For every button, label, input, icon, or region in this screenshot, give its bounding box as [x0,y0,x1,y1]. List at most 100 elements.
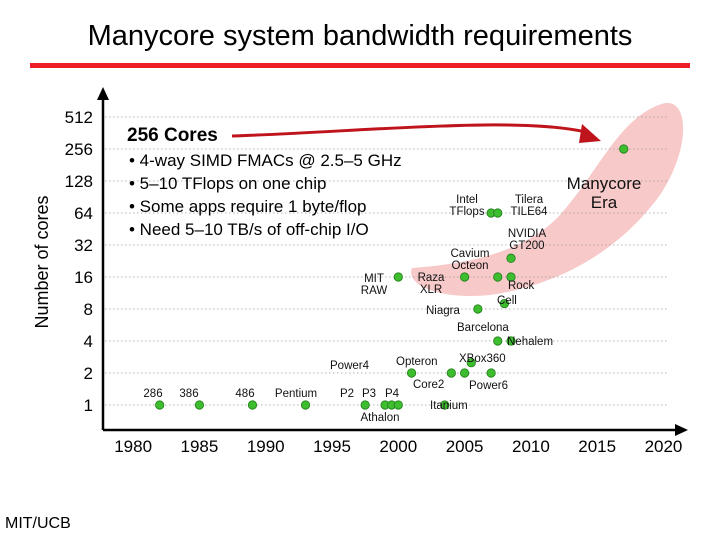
label-line-cavium-octeon-1: Octeon [451,260,488,272]
label-line-itanium-0: Itanium [430,400,468,412]
label-line-nvidia-gt200-1: GT200 [509,240,544,252]
x-tick-2020: 2020 [645,437,683,456]
label-nvidia-gt200: NVIDIA GT200 [508,228,547,252]
x-tick-2000: 2000 [379,437,417,456]
label-power6: Power6 [469,380,508,392]
point-286 [155,400,165,410]
y-tick-32: 32 [74,236,93,255]
y-tick-128: 128 [65,172,93,191]
point-cell [499,298,509,309]
label-line-barcelona-0: Barcelona [457,322,509,334]
annotation-arrow [231,123,591,138]
y-axis-arrow-icon [97,87,109,100]
label-line-intel-tflops-1: TFlops [449,206,484,218]
point-power6 [486,368,496,378]
x-tick-1995: 1995 [313,437,351,456]
y-tick-64: 64 [74,204,93,223]
label-tilera-tile64: Tilera TILE64 [510,194,548,218]
label-line-pentium-0: Pentium [275,388,317,400]
label-barcelona: Barcelona [457,322,509,334]
point-mit-raw [393,272,403,282]
label-line-xbox360-0: XBox360 [459,353,506,365]
y-axis-title: Number of cores [32,195,52,328]
annotation-arrowhead-icon [579,124,601,143]
label-line-opteron-0: Opteron [396,356,438,368]
point-xbox360 [466,358,476,368]
label-cell: Cell [497,295,517,307]
point-386 [194,400,205,410]
point-barcelona [493,336,503,346]
y-tick-256: 256 [65,140,93,159]
label-486: 486 [235,388,254,400]
x-tick-2010: 2010 [512,437,550,456]
label-p2: P2 [340,388,354,400]
label-p4: P4 [385,388,400,400]
point-core2 [460,368,470,378]
point-raza-xlr [460,272,470,282]
slide-title: Manycore system bandwidth requirements [87,20,633,52]
point-power4 [406,368,417,378]
label-athalon: Athalon [360,412,399,424]
label-cavium-octeon: Cavium Octeon [451,248,490,272]
label-line-power4-0: Power4 [330,360,370,372]
label-line-p4-0: P4 [385,388,400,400]
footer-credit: MIT/UCB [5,515,71,532]
label-line-raza-xlr-1: XLR [420,284,442,296]
y-tick-2: 2 [84,364,93,383]
label-line-core2-0: Core2 [413,379,444,391]
point-pentium [300,400,311,410]
label-286: 286 [143,388,162,400]
y-tick-16: 16 [74,268,93,287]
label-line-mit-raw-1: RAW [361,285,388,297]
manycore-era-region [411,102,684,296]
title-underline [30,63,690,68]
label-line-p2-0: P2 [340,388,354,400]
point-nehalem [506,336,516,346]
label-intel-tflops: Intel TFlops [449,194,484,218]
label-core2: Core2 [413,379,444,391]
point-opteron [446,368,456,378]
label-rock: Rock [508,280,534,292]
point-manycore-era [619,144,629,154]
label-line-raza-xlr-0: Raza [418,272,445,284]
label-line-286-0: 286 [143,388,162,400]
y-tick-8: 8 [84,300,93,319]
point-rock [506,272,516,282]
label-manycore-era: Manycore Era [567,174,642,212]
label-line-mit-raw-0: MIT [364,273,384,285]
label-line-p3-0: P3 [362,388,376,400]
annotation-bullet-2: • Some apps require 1 byte/flop [129,197,366,216]
x-tick-2005: 2005 [446,437,484,456]
point-cavium-octeon [493,272,503,282]
label-line-tilera-tile64-1: TILE64 [510,206,548,218]
annotation-bullet-0: • 4-way SIMD FMACs @ 2.5–5 GHz [129,151,402,170]
label-line-intel-tflops-0: Intel [456,194,478,206]
label-pentium: Pentium [275,388,317,400]
label-power4: Power4 [330,360,370,372]
y-tick-4: 4 [84,332,93,351]
label-line-386-0: 386 [179,388,198,400]
label-line-nvidia-gt200-0: NVIDIA [508,228,547,240]
label-line-tilera-tile64-0: Tilera [515,194,544,206]
point-p4 [393,400,403,410]
label-line-cell-0: Cell [497,295,517,307]
label-line-manycore-era-0: Manycore [567,174,642,193]
label-line-nehalem-0: Nehalem [507,336,553,348]
label-nehalem: Nehalem [507,336,553,348]
label-p3: P3 [362,388,376,400]
x-tick-1990: 1990 [247,437,285,456]
label-niagra: Niagra [426,305,460,317]
label-itanium: Itanium [430,400,468,412]
x-tick-2015: 2015 [578,437,616,456]
point-p2 [360,400,370,410]
label-line-athalon-0: Athalon [360,412,399,424]
annotation-bullet-3: • Need 5–10 TB/s of off-chip I/O [129,220,369,239]
annotation-heading: 256 Cores [127,125,218,146]
label-386: 386 [179,388,198,400]
point-tilera-tile64 [493,208,503,218]
label-opteron: Opteron [396,356,438,368]
label-line-manycore-era-1: Era [591,193,618,212]
label-line-rock-0: Rock [508,280,534,292]
point-nvidia-gt200 [506,253,516,263]
